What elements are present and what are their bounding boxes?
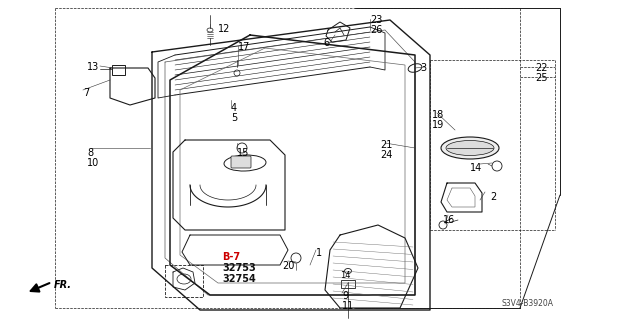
Text: 22: 22	[535, 63, 547, 73]
Text: B-7: B-7	[222, 252, 240, 262]
FancyBboxPatch shape	[341, 280, 355, 288]
Text: 1: 1	[316, 248, 322, 258]
Text: 2: 2	[490, 192, 496, 202]
Text: 14: 14	[340, 271, 351, 280]
Ellipse shape	[207, 28, 213, 32]
Text: 32754: 32754	[222, 274, 256, 284]
Text: 16: 16	[443, 215, 455, 225]
Text: 3: 3	[420, 63, 426, 73]
Ellipse shape	[177, 274, 191, 284]
Text: 17: 17	[238, 42, 250, 52]
Text: 8: 8	[87, 148, 93, 158]
Ellipse shape	[441, 137, 499, 159]
Ellipse shape	[234, 70, 240, 76]
Ellipse shape	[344, 269, 351, 273]
Text: 11: 11	[342, 301, 355, 311]
Text: 12: 12	[218, 24, 230, 34]
Text: 9: 9	[342, 291, 348, 301]
Text: FR.: FR.	[54, 280, 72, 290]
Text: 32753: 32753	[222, 263, 256, 273]
FancyBboxPatch shape	[112, 65, 125, 75]
Text: 15: 15	[237, 148, 250, 158]
Text: 7: 7	[83, 88, 89, 98]
Text: 26: 26	[370, 25, 382, 35]
Text: 21: 21	[380, 140, 392, 150]
Text: 6: 6	[323, 38, 329, 48]
FancyBboxPatch shape	[165, 265, 203, 297]
Ellipse shape	[224, 155, 266, 171]
Text: 18: 18	[432, 110, 444, 120]
Text: 24: 24	[380, 150, 392, 160]
Text: 23: 23	[370, 15, 382, 25]
Text: S3V4-B3920A: S3V4-B3920A	[502, 299, 554, 308]
Text: 19: 19	[432, 120, 444, 130]
Text: 5: 5	[231, 113, 237, 123]
Text: 25: 25	[535, 73, 547, 83]
Text: 4: 4	[231, 103, 237, 113]
Text: 14: 14	[470, 163, 483, 173]
Ellipse shape	[408, 64, 422, 72]
Text: 10: 10	[87, 158, 99, 168]
FancyBboxPatch shape	[231, 156, 251, 168]
Text: 20: 20	[282, 261, 294, 271]
Ellipse shape	[446, 140, 494, 155]
Text: 13: 13	[87, 62, 99, 72]
